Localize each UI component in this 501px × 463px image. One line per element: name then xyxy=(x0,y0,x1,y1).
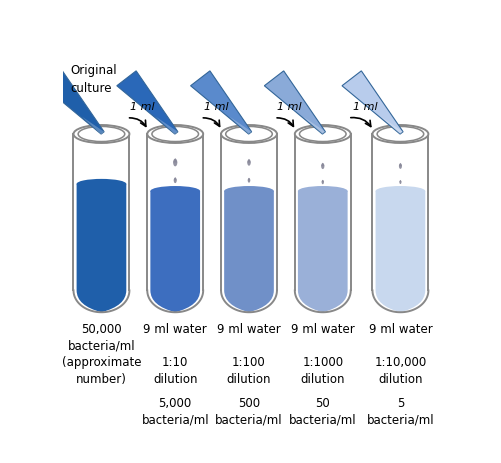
Text: 50,000: 50,000 xyxy=(81,323,122,336)
Text: 5: 5 xyxy=(397,397,404,410)
Polygon shape xyxy=(321,163,325,166)
Polygon shape xyxy=(117,71,178,134)
Ellipse shape xyxy=(247,159,250,166)
Polygon shape xyxy=(303,117,326,134)
Ellipse shape xyxy=(150,186,200,196)
Ellipse shape xyxy=(399,180,401,184)
Polygon shape xyxy=(247,178,250,180)
Text: dilution: dilution xyxy=(153,373,197,386)
PathPatch shape xyxy=(150,191,200,312)
Text: bacteria/ml: bacteria/ml xyxy=(367,414,434,427)
Text: 1 ml: 1 ml xyxy=(278,102,302,112)
Ellipse shape xyxy=(74,125,129,143)
Ellipse shape xyxy=(174,177,177,183)
Polygon shape xyxy=(82,117,104,134)
Polygon shape xyxy=(174,177,177,180)
Text: 1 ml: 1 ml xyxy=(130,102,154,112)
Text: dilution: dilution xyxy=(227,373,271,386)
Ellipse shape xyxy=(298,186,348,196)
Text: (approximate: (approximate xyxy=(62,357,141,369)
Text: 1:100: 1:100 xyxy=(232,357,266,369)
Polygon shape xyxy=(399,180,401,182)
Text: 9 ml water: 9 ml water xyxy=(217,323,281,336)
Ellipse shape xyxy=(147,125,203,143)
Text: 1 ml: 1 ml xyxy=(204,102,228,112)
Text: 1:10: 1:10 xyxy=(162,357,188,369)
Polygon shape xyxy=(173,158,177,163)
Polygon shape xyxy=(190,71,252,134)
PathPatch shape xyxy=(376,191,425,312)
Polygon shape xyxy=(399,163,402,166)
Ellipse shape xyxy=(372,125,428,143)
Text: bacteria/ml: bacteria/ml xyxy=(141,414,209,427)
Text: 9 ml water: 9 ml water xyxy=(143,323,207,336)
Text: 50: 50 xyxy=(316,397,330,410)
Ellipse shape xyxy=(224,186,274,196)
Text: 9 ml water: 9 ml water xyxy=(291,323,355,336)
Polygon shape xyxy=(322,180,324,182)
Text: 1:10,000: 1:10,000 xyxy=(374,357,426,369)
Text: dilution: dilution xyxy=(301,373,345,386)
Text: 500: 500 xyxy=(238,397,260,410)
Ellipse shape xyxy=(399,163,402,169)
Ellipse shape xyxy=(376,186,425,196)
Polygon shape xyxy=(265,71,326,134)
Ellipse shape xyxy=(173,159,177,166)
Polygon shape xyxy=(247,159,250,163)
Text: 5,000: 5,000 xyxy=(159,397,192,410)
PathPatch shape xyxy=(77,184,126,312)
Text: 9 ml water: 9 ml water xyxy=(369,323,432,336)
Text: dilution: dilution xyxy=(378,373,423,386)
Ellipse shape xyxy=(247,178,250,183)
Ellipse shape xyxy=(221,125,277,143)
Ellipse shape xyxy=(77,179,126,189)
Polygon shape xyxy=(229,117,252,134)
Text: number): number) xyxy=(76,373,127,386)
Ellipse shape xyxy=(321,163,325,169)
Text: culture: culture xyxy=(70,82,112,95)
Polygon shape xyxy=(43,71,104,134)
PathPatch shape xyxy=(298,191,348,312)
Ellipse shape xyxy=(322,180,324,184)
Text: 1:1000: 1:1000 xyxy=(302,357,343,369)
Polygon shape xyxy=(342,71,403,134)
Text: 1 ml: 1 ml xyxy=(353,102,378,112)
PathPatch shape xyxy=(224,191,274,312)
Text: bacteria/ml: bacteria/ml xyxy=(289,414,357,427)
Polygon shape xyxy=(155,117,178,134)
Ellipse shape xyxy=(295,125,351,143)
Polygon shape xyxy=(381,117,403,134)
Text: Original: Original xyxy=(70,64,117,77)
Text: bacteria/ml: bacteria/ml xyxy=(215,414,283,427)
Text: bacteria/ml: bacteria/ml xyxy=(68,340,135,353)
